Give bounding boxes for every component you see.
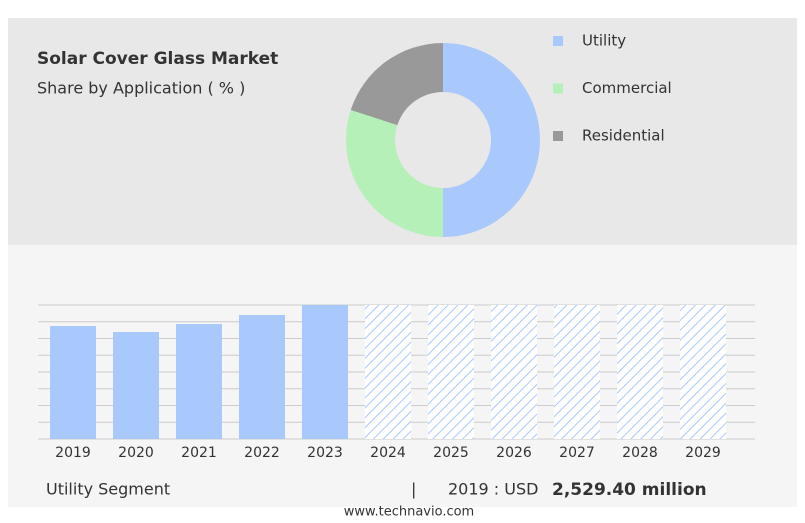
x-tick-label: 2023	[307, 445, 343, 461]
bar	[176, 324, 222, 439]
legend-label: Utility	[582, 32, 626, 50]
pie-slice	[346, 110, 443, 237]
legend-label: Residential	[582, 127, 665, 145]
x-tick-label: 2027	[559, 445, 595, 461]
forecast-placeholder	[554, 305, 600, 439]
forecast-placeholder	[428, 305, 474, 439]
x-tick-label: 2019	[55, 445, 91, 461]
legend-swatch	[553, 83, 563, 94]
value-prefix: 2019 : USD	[448, 480, 538, 499]
forecast-placeholder	[617, 305, 663, 439]
pie-slice	[443, 43, 540, 237]
x-tick-label: 2029	[685, 445, 721, 461]
bar	[113, 332, 159, 439]
source-url: www.technavio.com	[344, 505, 474, 520]
x-tick-label: 2028	[622, 445, 658, 461]
x-tick-label: 2024	[370, 445, 406, 461]
chart-subtitle: Share by Application ( % )	[37, 79, 245, 98]
x-tick-label: 2025	[433, 445, 469, 461]
value-text: 2,529.40 million	[552, 480, 707, 500]
pie-slice	[350, 43, 443, 126]
segment-label: Utility Segment	[46, 480, 170, 499]
x-tick-label: 2026	[496, 445, 532, 461]
x-tick-label: 2020	[118, 445, 154, 461]
separator: |	[411, 480, 416, 499]
bar	[239, 315, 285, 439]
x-tick-label: 2022	[244, 445, 280, 461]
legend-swatch	[553, 131, 563, 141]
chart-title: Solar Cover Glass Market	[37, 49, 278, 69]
forecast-placeholder	[365, 305, 411, 439]
legend-swatch	[553, 36, 563, 46]
bar	[50, 326, 96, 439]
legend-label: Commercial	[582, 79, 672, 97]
forecast-placeholder	[491, 305, 537, 439]
x-tick-label: 2021	[181, 445, 217, 461]
forecast-placeholder	[680, 305, 726, 439]
bar	[302, 305, 348, 439]
